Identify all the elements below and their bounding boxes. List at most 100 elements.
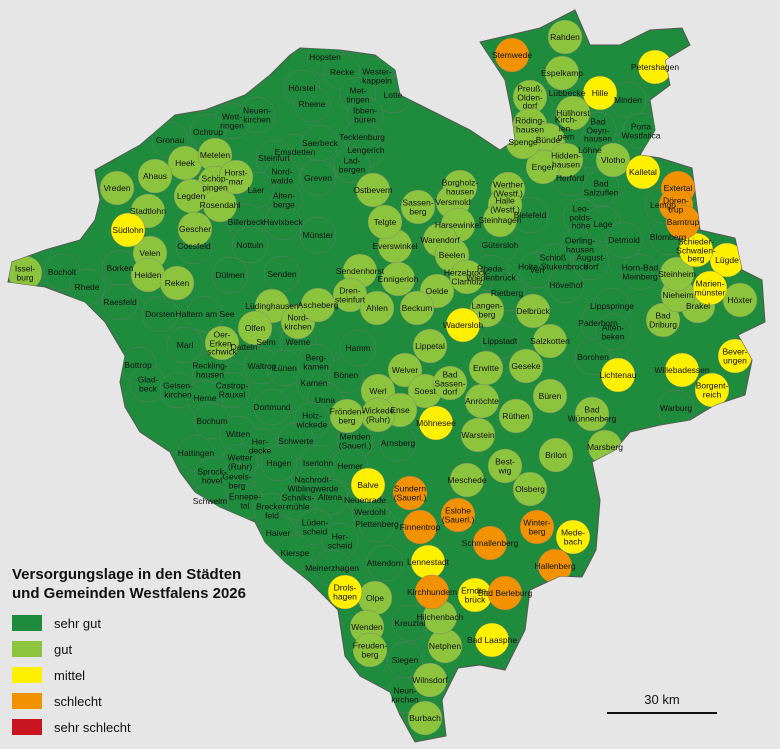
municipality-label: Wenden xyxy=(351,621,383,632)
municipality-label: Hemer xyxy=(337,460,363,471)
municipality-label: Horn-Bad Meinberg xyxy=(621,262,659,281)
municipality-label: Schloß Holte-Stukenbrock xyxy=(518,252,588,271)
municipality-area xyxy=(449,462,485,498)
municipality-label: Erndte- brück xyxy=(461,585,489,604)
municipality-label: Gütersloh xyxy=(481,239,519,250)
municipality-area xyxy=(400,189,436,225)
municipality-area xyxy=(333,146,371,184)
municipality-label: Rhede xyxy=(74,281,100,292)
municipality-area xyxy=(327,574,363,610)
municipality-label: Horst- mar xyxy=(224,167,248,186)
municipality-label: Lichtenau xyxy=(599,369,637,380)
municipality-label: Salzkotten xyxy=(530,335,570,346)
municipality-label: Recke xyxy=(329,66,355,77)
municipality-label: Höxter xyxy=(727,294,753,305)
municipality-label: Möhnesee xyxy=(416,417,456,428)
municipality-label: Laer xyxy=(247,184,265,195)
municipality-label: Welver xyxy=(391,364,419,375)
municipality-label: Eslohe (Sauerl.) xyxy=(441,505,475,524)
legend-item: schlecht xyxy=(12,692,102,710)
municipality-label: Wetter (Ruhr) xyxy=(227,452,253,471)
municipality-area xyxy=(110,212,146,248)
municipality-area xyxy=(366,544,404,582)
municipality-label: Berg- kamen xyxy=(303,352,329,371)
municipality-label: Bever- ungen xyxy=(722,346,748,365)
municipality-label: Witten xyxy=(225,428,251,439)
municipality-label: Ennepe- tal xyxy=(228,491,262,510)
municipality-area xyxy=(432,365,468,401)
legend-swatch xyxy=(12,615,42,631)
municipality-area xyxy=(418,405,454,441)
municipality-area xyxy=(547,266,585,304)
municipality-label: Schmallenberg xyxy=(461,537,519,548)
municipality-area xyxy=(402,509,438,545)
municipality-label: Minden xyxy=(614,94,642,105)
municipality-label: Erwitte xyxy=(473,362,499,373)
municipality-area xyxy=(482,202,518,238)
legend-label: gut xyxy=(54,641,73,657)
municipality-label: Stadtlohn xyxy=(130,205,166,216)
municipality-label: Hattingen xyxy=(177,447,215,458)
municipality-label: Arnsberg xyxy=(380,437,416,448)
municipality-label: Beelen xyxy=(438,249,466,260)
municipality-label: Olpe xyxy=(366,592,384,603)
municipality-areas xyxy=(8,19,758,736)
municipality-area xyxy=(392,475,428,511)
municipality-label: Ostbevern xyxy=(353,184,393,195)
municipality-label: Siegen xyxy=(391,654,419,665)
municipality-area xyxy=(211,256,249,294)
municipality-label: Spenge xyxy=(508,136,538,147)
municipality-label: Brecker- feld xyxy=(255,501,289,520)
legend-label: schlecht xyxy=(54,693,102,709)
municipality-label: Bochum xyxy=(196,415,228,426)
municipality-area xyxy=(253,388,291,426)
municipality-area xyxy=(137,158,173,194)
municipality-label: Lünen xyxy=(273,362,297,373)
municipality-area xyxy=(263,255,301,293)
municipality-label: Billerbeck xyxy=(227,216,265,227)
municipality-label: Lippetal xyxy=(415,340,445,351)
municipality-label: Geseke xyxy=(511,360,541,371)
municipality-label: Issel- burg xyxy=(14,263,36,282)
municipality-area xyxy=(407,700,443,736)
municipality-label: Espelkamp xyxy=(540,67,584,78)
municipality-label: Lippspringe xyxy=(590,300,634,311)
municipality-label: Borken xyxy=(106,262,134,273)
municipality-label: Soest xyxy=(414,385,436,396)
municipality-label: Nottuln xyxy=(236,239,264,250)
municipality-label: Greven xyxy=(304,172,332,183)
municipality-area xyxy=(440,497,476,533)
municipality-label: Telgte xyxy=(373,216,397,227)
municipality-label: Raesfeld xyxy=(103,296,137,307)
municipality-label: Petershagen xyxy=(630,61,680,72)
municipality-label: Lad- bergen xyxy=(338,155,366,174)
municipality-area xyxy=(538,437,574,473)
municipality-label: Ense xyxy=(390,404,410,415)
municipality-label: Schwelm xyxy=(192,495,228,506)
municipality-label: Castrop- Rauxel xyxy=(215,380,249,399)
municipality-label: Porta Westfalica xyxy=(621,121,661,140)
legend-swatch xyxy=(12,693,42,709)
municipality-label: Lügde xyxy=(715,254,739,265)
municipality-label: Oelde xyxy=(425,285,449,296)
municipality-label: Wickede (Ruhr) xyxy=(361,405,395,424)
municipality-label: Gescher xyxy=(178,223,212,234)
municipality-label: Marsberg xyxy=(587,441,623,452)
municipality-area xyxy=(555,519,591,555)
municipality-label: Steinfurt xyxy=(258,152,290,163)
municipality-label: Ochtrup xyxy=(192,126,224,137)
municipality-label: Lengerich xyxy=(347,144,385,155)
municipality-label: Halver xyxy=(265,527,291,538)
municipality-label: Bünde xyxy=(535,134,561,145)
municipality-label: Borchen xyxy=(577,351,609,362)
legend-item: sehr schlecht xyxy=(12,718,131,736)
municipality-label: Bad Sassen- dorf xyxy=(434,369,466,397)
municipality-label: Löhne xyxy=(578,144,602,155)
municipality-area xyxy=(692,270,728,306)
municipality-area xyxy=(544,55,580,91)
municipality-label: Dren- steinfurt xyxy=(334,285,366,304)
legend-item: mittel xyxy=(12,666,85,684)
municipality-area xyxy=(218,159,254,195)
municipality-label: Sundern (Sauerl.) xyxy=(393,483,427,502)
municipality-label: Herzebrock- Clarholz xyxy=(443,267,491,286)
